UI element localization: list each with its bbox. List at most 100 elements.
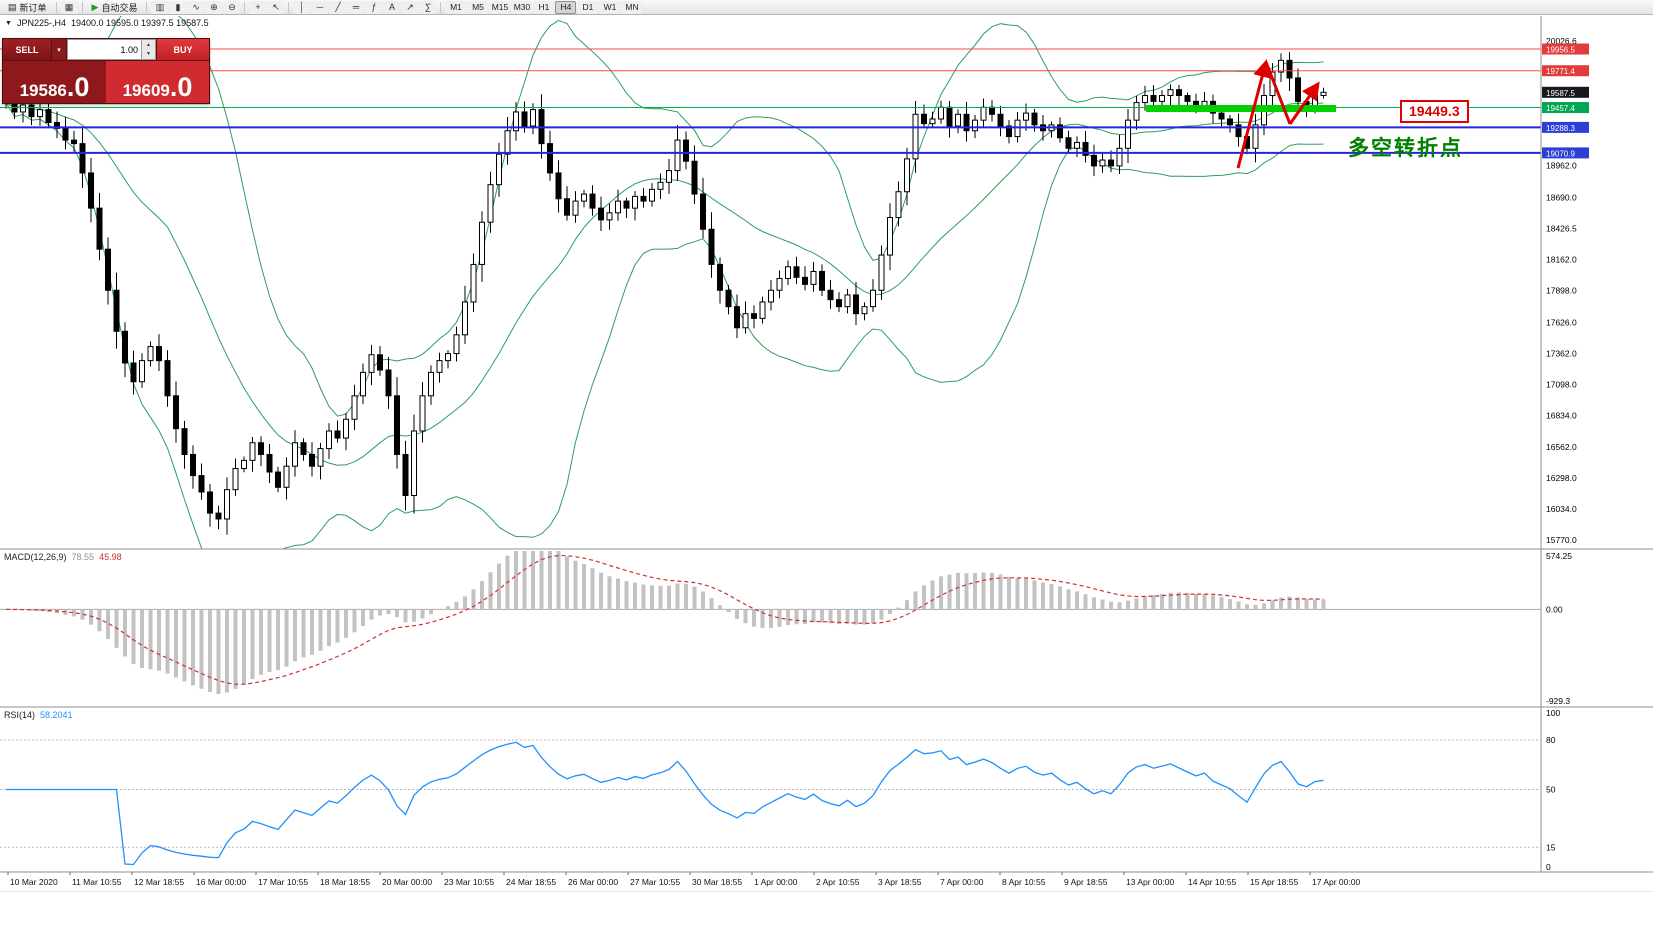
trendline-icon[interactable]: ╱ <box>329 0 347 14</box>
timeframe-mn-button[interactable]: MN <box>621 0 643 14</box>
svg-text:16834.0: 16834.0 <box>1546 410 1577 420</box>
candlestick-chart-icon[interactable]: ▮ <box>169 0 187 14</box>
svg-text:17898.0: 17898.0 <box>1546 285 1577 295</box>
svg-text:574.25: 574.25 <box>1546 551 1572 561</box>
sell-button[interactable]: SELL <box>3 39 52 60</box>
rsi-label: RSI(14) 58.2041 <box>4 710 73 720</box>
svg-text:0: 0 <box>1546 862 1551 872</box>
toolbar-separator <box>244 1 246 13</box>
sell-price-fraction: .0 <box>66 72 90 103</box>
svg-text:20026.6: 20026.6 <box>1546 36 1577 46</box>
svg-text:16562.0: 16562.0 <box>1546 442 1577 452</box>
macd-name: MACD(12,26,9) <box>4 552 67 562</box>
autotrading-label: 自动交易 <box>101 2 138 13</box>
svg-text:14 Apr 10:55: 14 Apr 10:55 <box>1188 877 1236 887</box>
svg-text:7 Apr 00:00: 7 Apr 00:00 <box>940 877 984 887</box>
macd-signal-value: 45.98 <box>99 552 122 562</box>
svg-text:17 Apr 00:00: 17 Apr 00:00 <box>1312 877 1360 887</box>
timeframe-h4-button[interactable]: H4 <box>555 0 577 14</box>
autotrading-button[interactable]: ▶ 自动交易 <box>87 1 143 14</box>
timeframe-h1-button[interactable]: H1 <box>533 0 555 14</box>
rsi-value: 58.2041 <box>40 710 73 720</box>
timeframe-m15-button[interactable]: M15 <box>489 0 511 14</box>
line-chart-icon[interactable]: ∿ <box>187 0 205 14</box>
timeframe-m1-button[interactable]: M1 <box>445 0 467 14</box>
text-tool-icon[interactable]: A <box>383 0 401 14</box>
svg-text:1 Apr 00:00: 1 Apr 00:00 <box>754 877 798 887</box>
svg-text:17362.0: 17362.0 <box>1546 348 1577 358</box>
cursor-icon[interactable]: ↖ <box>267 0 285 14</box>
sell-price-main: 19586 <box>19 81 67 100</box>
buy-button[interactable]: BUY <box>156 39 209 60</box>
svg-text:0.00: 0.00 <box>1546 604 1563 614</box>
price-scale[interactable]: 20026.6 18962.0 18690.0 18426.5 18162.0 17898… <box>1541 16 1653 892</box>
svg-text:16298.0: 16298.0 <box>1546 473 1577 483</box>
svg-text:19587.5: 19587.5 <box>1546 89 1575 98</box>
volume-up-icon[interactable]: ▲ <box>146 41 151 48</box>
svg-text:3 Apr 18:55: 3 Apr 18:55 <box>878 877 922 887</box>
new-order-button[interactable]: ▤ 新订单 <box>3 1 52 14</box>
turning-point-note[interactable]: 多空转折点 <box>1348 137 1463 160</box>
new-order-label: 新订单 <box>19 2 47 13</box>
svg-text:80: 80 <box>1546 735 1556 745</box>
fibonacci-icon[interactable]: ƒ <box>365 0 383 14</box>
time-axis[interactable]: 10 Mar 2020 11 Mar 10:55 12 Mar 18:55 16 Ma… <box>7 872 1360 887</box>
svg-text:30 Mar 18:55: 30 Mar 18:55 <box>692 877 742 887</box>
macd-value: 78.55 <box>71 552 95 562</box>
timeframe-m30-button[interactable]: M30 <box>511 0 533 14</box>
svg-text:18426.5: 18426.5 <box>1546 223 1577 233</box>
zoom-out-icon[interactable]: ⊖ <box>223 0 241 14</box>
volume-dropdown-icon[interactable]: ▾ <box>52 39 67 60</box>
svg-text:12 Mar 18:55: 12 Mar 18:55 <box>134 877 184 887</box>
svg-text:17098.0: 17098.0 <box>1546 379 1577 389</box>
chart-canvas[interactable]: 20026.6 18962.0 18690.0 18426.5 18162.0 17898… <box>0 16 1653 892</box>
timeframe-m5-button[interactable]: M5 <box>467 0 489 14</box>
macd-label: MACD(12,26,9) 78.55 45.98 <box>4 552 122 562</box>
svg-text:2 Apr 10:55: 2 Apr 10:55 <box>816 877 860 887</box>
svg-text:50: 50 <box>1546 785 1556 795</box>
zoom-in-icon[interactable]: ⊕ <box>205 0 223 14</box>
svg-text:13 Apr 00:00: 13 Apr 00:00 <box>1126 877 1174 887</box>
arrow-tool-icon[interactable]: ↗ <box>401 0 419 14</box>
buy-price[interactable]: 19609 .0 <box>106 61 209 103</box>
trend-arrows[interactable] <box>1236 59 1320 169</box>
svg-text:9 Apr 18:55: 9 Apr 18:55 <box>1064 877 1108 887</box>
toolbar-separator <box>146 1 148 13</box>
timeframe-d1-button[interactable]: D1 <box>577 0 599 14</box>
collapse-trading-icon[interactable]: ▼ <box>5 19 12 27</box>
svg-text:16 Mar 00:00: 16 Mar 00:00 <box>196 877 246 887</box>
level-lines <box>0 48 1541 154</box>
timeframe-w1-button[interactable]: W1 <box>599 0 621 14</box>
svg-text:19956.5: 19956.5 <box>1546 46 1575 55</box>
volume-down-icon[interactable]: ▼ <box>146 51 151 58</box>
volume-input[interactable] <box>67 39 142 60</box>
svg-text:17 Mar 10:55: 17 Mar 10:55 <box>258 877 308 887</box>
symbol-ohlc: 19400.0 19595.0 19397.5 19587.5 <box>70 18 209 28</box>
one-click-trading-panel: SELL ▾ ▲ ▼ BUY 19586 .0 19609 .0 <box>2 38 210 104</box>
support-price-label[interactable]: 19449.3 <box>1400 100 1469 123</box>
toolbar-separator <box>288 1 290 13</box>
svg-text:-929.3: -929.3 <box>1546 696 1570 706</box>
tile-windows-icon[interactable]: ▦ <box>60 0 78 14</box>
autotrading-icon: ▶ <box>91 1 99 12</box>
svg-text:15770.0: 15770.0 <box>1546 535 1577 545</box>
svg-text:18 Mar 18:55: 18 Mar 18:55 <box>320 877 370 887</box>
svg-text:10 Mar 2020: 10 Mar 2020 <box>10 877 58 887</box>
chart-region[interactable]: 20026.6 18962.0 18690.0 18426.5 18162.0 17898… <box>0 16 1653 938</box>
vertical-line-icon[interactable]: │ <box>293 0 311 14</box>
crosshair-icon[interactable]: + <box>249 0 267 14</box>
support-zone-line <box>1146 105 1336 113</box>
candles <box>3 52 1327 535</box>
svg-text:20 Mar 00:00: 20 Mar 00:00 <box>382 877 432 887</box>
symbol-header: ▼ JPN225-,H4 19400.0 19595.0 19397.5 195… <box>5 18 209 28</box>
svg-text:19070.9: 19070.9 <box>1546 149 1575 158</box>
bars-chart-icon[interactable]: ▥ <box>151 0 169 14</box>
horizontal-line-icon[interactable]: ─ <box>311 0 329 14</box>
indicators-icon[interactable]: ∑ <box>419 0 437 14</box>
svg-text:18962.0: 18962.0 <box>1546 161 1577 171</box>
sell-price[interactable]: 19586 .0 <box>3 61 106 103</box>
svg-text:19457.4: 19457.4 <box>1546 104 1575 113</box>
channel-icon[interactable]: ═ <box>347 0 365 14</box>
volume-spinner[interactable]: ▲ ▼ <box>142 39 156 60</box>
